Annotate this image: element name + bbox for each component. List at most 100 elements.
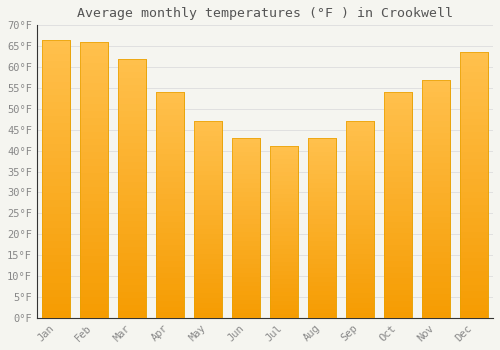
Bar xyxy=(194,234,222,239)
Bar xyxy=(422,276,450,282)
Bar xyxy=(346,288,374,293)
Bar xyxy=(308,224,336,228)
Bar xyxy=(422,217,450,223)
Bar xyxy=(156,115,184,120)
Bar xyxy=(156,154,184,160)
Bar xyxy=(194,244,222,249)
Bar xyxy=(156,194,184,199)
Bar xyxy=(346,175,374,180)
Bar xyxy=(42,234,70,241)
Bar xyxy=(384,273,412,278)
Bar xyxy=(308,143,336,147)
Bar xyxy=(118,188,146,195)
Bar xyxy=(460,145,488,152)
Bar xyxy=(80,173,108,180)
Bar xyxy=(232,143,260,147)
Bar xyxy=(346,244,374,249)
Bar xyxy=(384,182,412,188)
Bar xyxy=(308,268,336,273)
Bar xyxy=(156,295,184,301)
Bar xyxy=(270,198,298,202)
Bar xyxy=(232,232,260,237)
Bar xyxy=(270,224,298,228)
Bar xyxy=(384,166,412,171)
Bar xyxy=(346,308,374,313)
Bar xyxy=(460,285,488,291)
Bar xyxy=(156,143,184,149)
Bar xyxy=(460,139,488,145)
Bar xyxy=(346,298,374,303)
Bar xyxy=(422,258,450,264)
Bar xyxy=(384,233,412,239)
Bar xyxy=(346,156,374,161)
Bar xyxy=(460,238,488,245)
Bar xyxy=(118,136,146,143)
Bar xyxy=(308,138,336,143)
Bar xyxy=(422,133,450,139)
Bar xyxy=(156,137,184,143)
Bar xyxy=(42,186,70,193)
Bar xyxy=(308,286,336,291)
Bar xyxy=(460,304,488,311)
Bar xyxy=(194,225,222,230)
Bar xyxy=(80,242,108,249)
Bar xyxy=(232,174,260,178)
Bar xyxy=(156,109,184,115)
Bar xyxy=(270,206,298,211)
Bar xyxy=(80,159,108,166)
Bar xyxy=(346,220,374,225)
Bar xyxy=(194,151,222,156)
Bar xyxy=(118,78,146,85)
Bar xyxy=(422,193,450,199)
Bar xyxy=(232,255,260,259)
Bar xyxy=(42,130,70,137)
Bar xyxy=(384,143,412,149)
Bar xyxy=(346,230,374,235)
Bar xyxy=(308,309,336,313)
Bar xyxy=(156,120,184,126)
Bar xyxy=(232,313,260,318)
Bar xyxy=(384,216,412,222)
Bar xyxy=(42,137,70,144)
Bar xyxy=(308,192,336,197)
Bar xyxy=(384,245,412,250)
Bar xyxy=(80,152,108,159)
Bar xyxy=(80,132,108,139)
Bar xyxy=(232,246,260,251)
Bar xyxy=(194,175,222,180)
Bar xyxy=(384,177,412,182)
Bar xyxy=(194,141,222,146)
Bar xyxy=(270,219,298,224)
Bar xyxy=(232,178,260,183)
Bar xyxy=(460,132,488,139)
Bar xyxy=(80,111,108,118)
Bar xyxy=(346,121,374,126)
Bar xyxy=(384,199,412,205)
Bar xyxy=(156,182,184,188)
Bar xyxy=(460,205,488,212)
Bar xyxy=(194,121,222,318)
Bar xyxy=(118,214,146,221)
Bar xyxy=(232,192,260,197)
Bar xyxy=(118,59,146,318)
Bar xyxy=(460,66,488,72)
Bar xyxy=(118,175,146,182)
Bar xyxy=(156,245,184,250)
Bar xyxy=(270,151,298,155)
Bar xyxy=(270,245,298,249)
Bar xyxy=(460,52,488,318)
Bar xyxy=(156,261,184,267)
Bar xyxy=(194,313,222,318)
Bar xyxy=(422,199,450,205)
Bar xyxy=(422,240,450,246)
Bar xyxy=(232,259,260,264)
Bar xyxy=(460,106,488,112)
Bar xyxy=(384,92,412,318)
Bar xyxy=(346,141,374,146)
Bar xyxy=(422,211,450,217)
Bar xyxy=(118,273,146,279)
Bar xyxy=(270,284,298,288)
Bar xyxy=(118,72,146,78)
Bar xyxy=(460,185,488,192)
Bar xyxy=(384,98,412,104)
